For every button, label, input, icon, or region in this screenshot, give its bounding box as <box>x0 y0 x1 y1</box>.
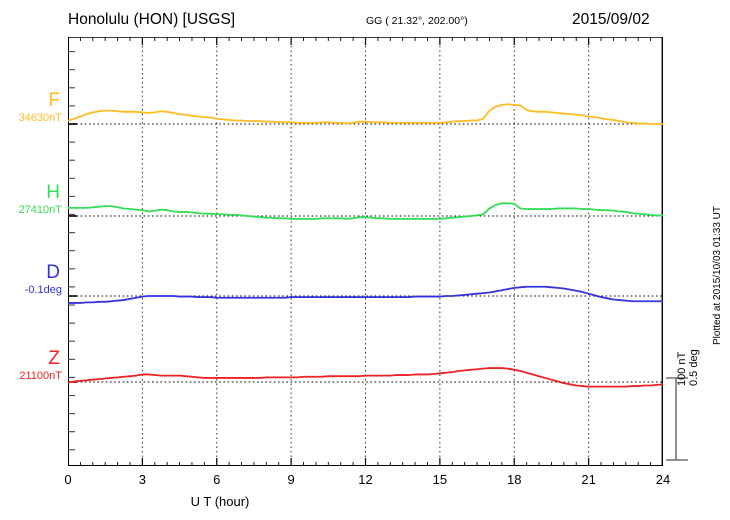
x-tick-0: 0 <box>64 472 72 487</box>
component-value-D: -0.1deg <box>24 284 62 296</box>
component-value-F: 34630nT <box>18 112 62 124</box>
x-tick-9: 9 <box>287 472 295 487</box>
component-letter-F: F <box>48 90 60 111</box>
component-letter-D: D <box>46 262 60 283</box>
x-tick-21: 21 <box>581 472 596 487</box>
trace-H <box>68 202 663 220</box>
trace-F <box>68 103 663 125</box>
x-axis-title: U T (hour) <box>0 494 730 509</box>
trace-Z <box>68 367 663 388</box>
x-tick-6: 6 <box>213 472 221 487</box>
scale-bar <box>666 377 688 461</box>
component-value-Z: 21100nT <box>19 370 62 382</box>
magnetogram-plot <box>68 37 663 466</box>
x-tick-3: 3 <box>138 472 146 487</box>
x-tick-15: 15 <box>432 472 448 487</box>
component-letter-Z: Z <box>48 348 60 369</box>
geographic-coordinates: GG ( 21.32°, 202.00°) <box>366 15 468 27</box>
plotted-at-timestamp: Plotted at 2015/10/03 01:33 UT <box>712 206 723 345</box>
scale-bar-nt: 100 nT <box>676 351 688 386</box>
component-letter-H: H <box>46 182 60 203</box>
x-tick-24: 24 <box>655 472 671 487</box>
x-axis-title-text: U T (hour) <box>190 494 250 509</box>
x-tick-18: 18 <box>507 472 522 487</box>
component-value-H: 27410nT <box>18 204 62 216</box>
scale-bar-label: 100 nT 0.5 deg <box>676 316 700 386</box>
station-title: Honolulu (HON) [USGS] <box>68 11 236 28</box>
x-tick-12: 12 <box>358 472 373 487</box>
date-label: 2015/09/02 <box>572 11 650 28</box>
trace-D <box>68 285 663 304</box>
scale-bar-deg: 0.5 deg <box>688 349 700 386</box>
